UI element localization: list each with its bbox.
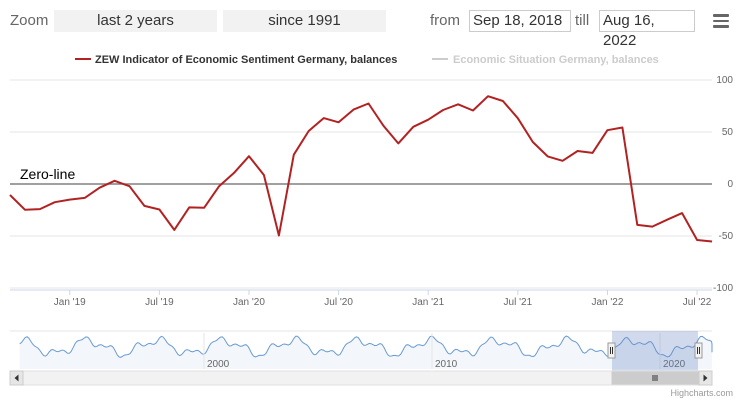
navigator-series-area	[19, 336, 712, 369]
from-date-input[interactable]: Sep 18, 2018	[469, 10, 571, 32]
data-point[interactable]	[425, 117, 431, 123]
till-date-input[interactable]: Aug 16, 2022	[599, 10, 695, 49]
zoom-label: Zoom	[10, 12, 49, 29]
data-point[interactable]	[366, 101, 372, 107]
x-tick-label: Jul '19	[145, 297, 174, 308]
data-point[interactable]	[216, 183, 222, 189]
navigator-axis: 2000 2010 2020	[203, 333, 686, 370]
data-point[interactable]	[67, 197, 73, 203]
x-tick-label: Jul '22	[683, 297, 712, 308]
y-tick-label: -100	[713, 283, 733, 294]
data-point[interactable]	[440, 107, 446, 113]
data-point[interactable]	[351, 107, 357, 113]
legend-label-zew-sentiment: ZEW Indicator of Economic Sentiment Germ…	[95, 54, 397, 66]
data-point[interactable]	[634, 222, 640, 228]
data-point[interactable]	[515, 115, 521, 121]
data-point[interactable]	[470, 108, 476, 114]
data-point[interactable]	[261, 172, 267, 178]
data-point[interactable]	[97, 185, 103, 191]
data-point[interactable]	[52, 199, 58, 205]
data-point[interactable]	[664, 217, 670, 223]
navigator-right-handle[interactable]	[694, 342, 703, 359]
data-point[interactable]	[709, 239, 715, 245]
navigator-tick-label: 2020	[663, 359, 686, 370]
y-axis: 100 50 0 -50 -100	[713, 75, 733, 294]
data-point[interactable]	[231, 170, 237, 176]
data-point[interactable]	[156, 207, 162, 213]
data-point[interactable]	[336, 119, 342, 125]
navigator-selection[interactable]	[612, 331, 698, 371]
data-point[interactable]	[82, 195, 88, 201]
data-point[interactable]	[171, 227, 177, 233]
data-point[interactable]	[530, 139, 536, 145]
data-point[interactable]	[380, 123, 386, 129]
data-point[interactable]	[306, 128, 312, 134]
data-point[interactable]	[679, 210, 685, 216]
y-tick-label: 50	[722, 127, 734, 138]
y-tick-label: 100	[716, 75, 733, 86]
legend-label-economic-situation: Economic Situation Germany, balances	[453, 54, 659, 66]
x-tick-label: Jan '19	[54, 297, 86, 308]
data-point[interactable]	[649, 224, 655, 230]
data-point[interactable]	[127, 183, 133, 189]
data-point[interactable]	[410, 124, 416, 130]
navigator-tick-label: 2010	[435, 359, 458, 370]
grid	[10, 79, 712, 289]
x-axis: Jan '19 Jul '19 Jan '20 Jul '20 Jan '21 Jul '…	[10, 289, 712, 308]
x-tick-label: Jul '21	[504, 297, 533, 308]
data-point[interactable]	[590, 150, 596, 156]
chevron-left-icon	[14, 374, 19, 382]
data-point[interactable]	[575, 148, 581, 154]
x-tick-label: Jan '22	[591, 297, 623, 308]
data-point[interactable]	[545, 153, 551, 159]
navigator-left-handle[interactable]	[607, 342, 616, 359]
navigator-series-line	[19, 335, 713, 358]
chevron-right-icon	[703, 374, 708, 382]
data-point[interactable]	[321, 115, 327, 121]
data-point[interactable]	[276, 233, 282, 239]
toolbar: Zoom last 2 years since 1991 from Sep 18…	[0, 0, 743, 49]
credits[interactable]: Highcharts.com	[670, 388, 733, 398]
data-point[interactable]	[7, 192, 13, 198]
scrollbar[interactable]	[9, 370, 713, 386]
x-tick-label: Jul '20	[324, 297, 353, 308]
series-zew-sentiment	[7, 93, 715, 245]
range-button-since-1991[interactable]: since 1991	[223, 10, 386, 32]
data-point[interactable]	[485, 93, 491, 99]
navigator-tick-label: 2000	[207, 359, 230, 370]
data-point[interactable]	[291, 152, 297, 158]
data-point[interactable]	[395, 140, 401, 146]
data-point[interactable]	[604, 127, 610, 133]
data-point[interactable]	[201, 205, 207, 211]
data-point[interactable]	[141, 203, 147, 209]
data-point[interactable]	[246, 153, 252, 159]
hamburger-menu-icon[interactable]	[713, 14, 729, 28]
data-point[interactable]	[694, 237, 700, 243]
data-point[interactable]	[560, 158, 566, 164]
y-tick-label: -50	[719, 231, 734, 242]
legend-item-economic-situation[interactable]: Economic Situation Germany, balances	[432, 54, 659, 66]
data-point[interactable]	[500, 98, 506, 104]
data-point[interactable]	[186, 204, 192, 210]
from-label: from	[430, 12, 460, 29]
data-point[interactable]	[455, 101, 461, 107]
data-point[interactable]	[37, 206, 43, 212]
legend: ZEW Indicator of Economic Sentiment Germ…	[75, 54, 659, 66]
data-point[interactable]	[112, 178, 118, 184]
legend-item-zew-sentiment[interactable]: ZEW Indicator of Economic Sentiment Germ…	[75, 54, 397, 66]
data-point[interactable]	[619, 125, 625, 131]
till-label: till	[575, 12, 590, 29]
scrollbar-thumb-grip-icon	[652, 375, 658, 381]
series-line-zew-sentiment	[9, 95, 713, 243]
zero-line-label: Zero-line	[20, 166, 75, 182]
y-tick-label: 0	[727, 179, 733, 190]
scrollbar-track[interactable]	[9, 370, 713, 386]
data-point[interactable]	[22, 207, 28, 213]
x-tick-label: Jan '21	[412, 297, 444, 308]
x-tick-label: Jan '20	[233, 297, 265, 308]
range-button-last-2-years[interactable]: last 2 years	[54, 10, 217, 32]
navigator: 2000 2010 2020	[10, 330, 713, 371]
